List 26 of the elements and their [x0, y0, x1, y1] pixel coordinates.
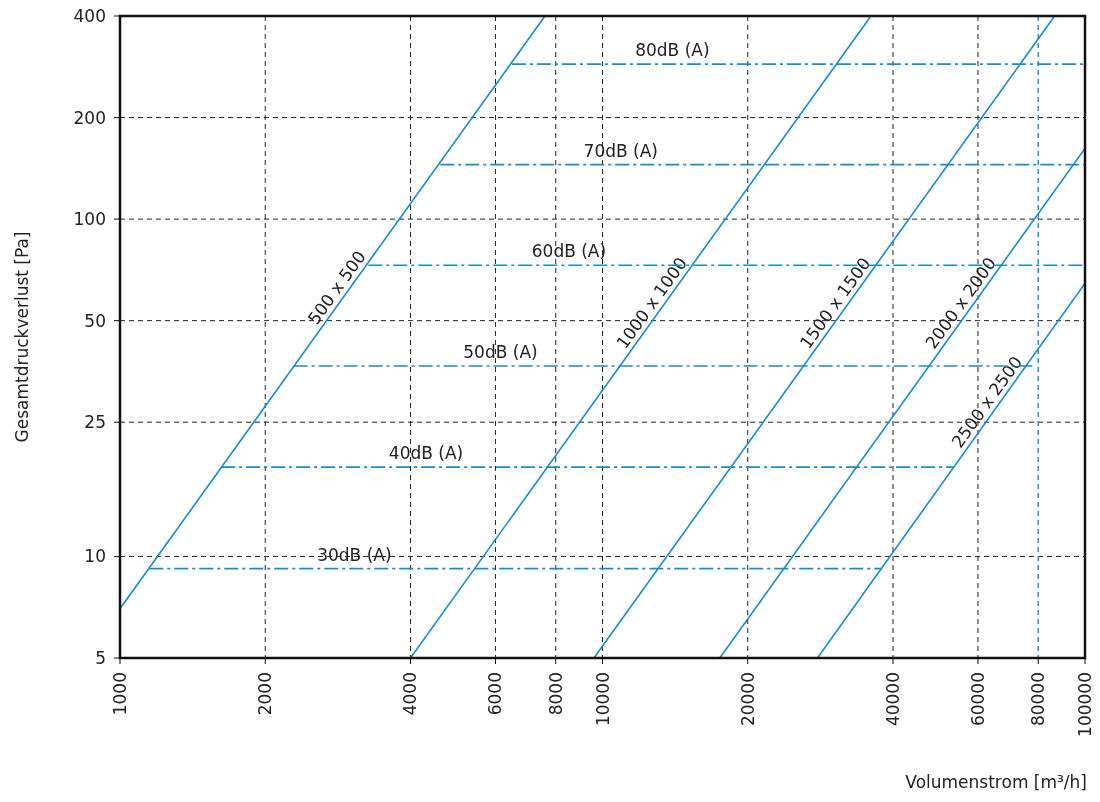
- x-tick-label: 40000: [882, 672, 903, 727]
- x-tick-label: 10000: [592, 672, 613, 727]
- series-label: 60dB (A): [531, 241, 607, 262]
- x-tick-label: 8000: [545, 672, 566, 716]
- y-tick-label: 100: [73, 209, 106, 230]
- y-tick-label: 200: [73, 107, 106, 128]
- x-tick-label: 80000: [1028, 672, 1049, 727]
- x-tick-label: 20000: [737, 672, 758, 727]
- y-axis-title: Gesamtdruckverlust [Pa]: [12, 231, 32, 443]
- x-tick-label: 6000: [485, 672, 506, 716]
- series-label: 70dB (A): [583, 140, 658, 161]
- x-tick-label: 100000: [1075, 672, 1095, 737]
- y-tick-label: 25: [84, 412, 106, 433]
- series-label: 80dB (A): [635, 40, 710, 61]
- series-label: 40dB (A): [388, 443, 464, 464]
- x-tick-label: 60000: [967, 672, 988, 727]
- x-axis-title: Volumenstrom [m³/h]: [905, 772, 1087, 792]
- series-label: 50dB (A): [463, 341, 538, 362]
- y-tick-label: 10: [84, 546, 106, 567]
- y-tick-label: 5: [95, 648, 106, 668]
- x-tick-label: 2000: [255, 672, 276, 716]
- series-label: 30dB (A): [317, 544, 392, 565]
- x-tick-label: 1000: [110, 672, 130, 716]
- y-tick-label: 400: [73, 6, 106, 26]
- y-tick-label: 50: [84, 310, 106, 331]
- x-tick-label: 4000: [400, 672, 421, 716]
